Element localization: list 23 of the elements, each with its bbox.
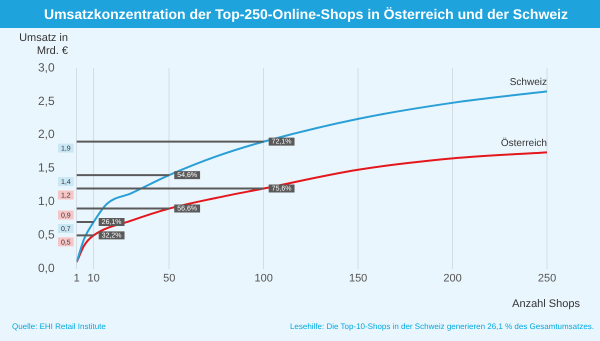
text: Lesehilfe: Die Top-10-Shops in der Schweiz generieren 26,1 % des Gesamtumsatzes. xyxy=(290,322,594,331)
y-tick-label: 2,5 xyxy=(38,94,55,108)
x-tick-label: 50 xyxy=(163,272,176,284)
series-label: Schweiz xyxy=(510,77,547,88)
x-tick-label: 150 xyxy=(348,272,368,284)
x-axis-title: Anzahl Shops xyxy=(512,298,580,310)
line-series xyxy=(76,90,547,264)
x-tick-label: 1 xyxy=(74,272,80,284)
source-note: Quelle: EHI Retail Institute xyxy=(12,322,106,331)
y-tick-label: 0,5 xyxy=(38,228,55,242)
y-tick-label: 2,0 xyxy=(38,127,55,142)
y-tick-label: 0,0 xyxy=(38,261,55,276)
y-tick-label: 1,0 xyxy=(38,194,55,208)
chart-title: Umsatzkonzentration der Top-250-Online-Shops in Österreich und der Schweiz xyxy=(0,0,600,28)
x-tick-label: 200 xyxy=(443,272,462,284)
y-tick-label: 1,5 xyxy=(38,160,55,175)
series-label: Österreich xyxy=(500,137,547,150)
y-tick-label: 3,0 xyxy=(38,60,55,74)
y-axis-title: Umsatz in Mrd. € xyxy=(18,32,68,58)
x-tick-label: 100 xyxy=(254,272,273,284)
x-tick-label: 10 xyxy=(88,272,100,284)
line-series xyxy=(76,151,547,264)
x-tick-label: 250 xyxy=(538,272,556,284)
